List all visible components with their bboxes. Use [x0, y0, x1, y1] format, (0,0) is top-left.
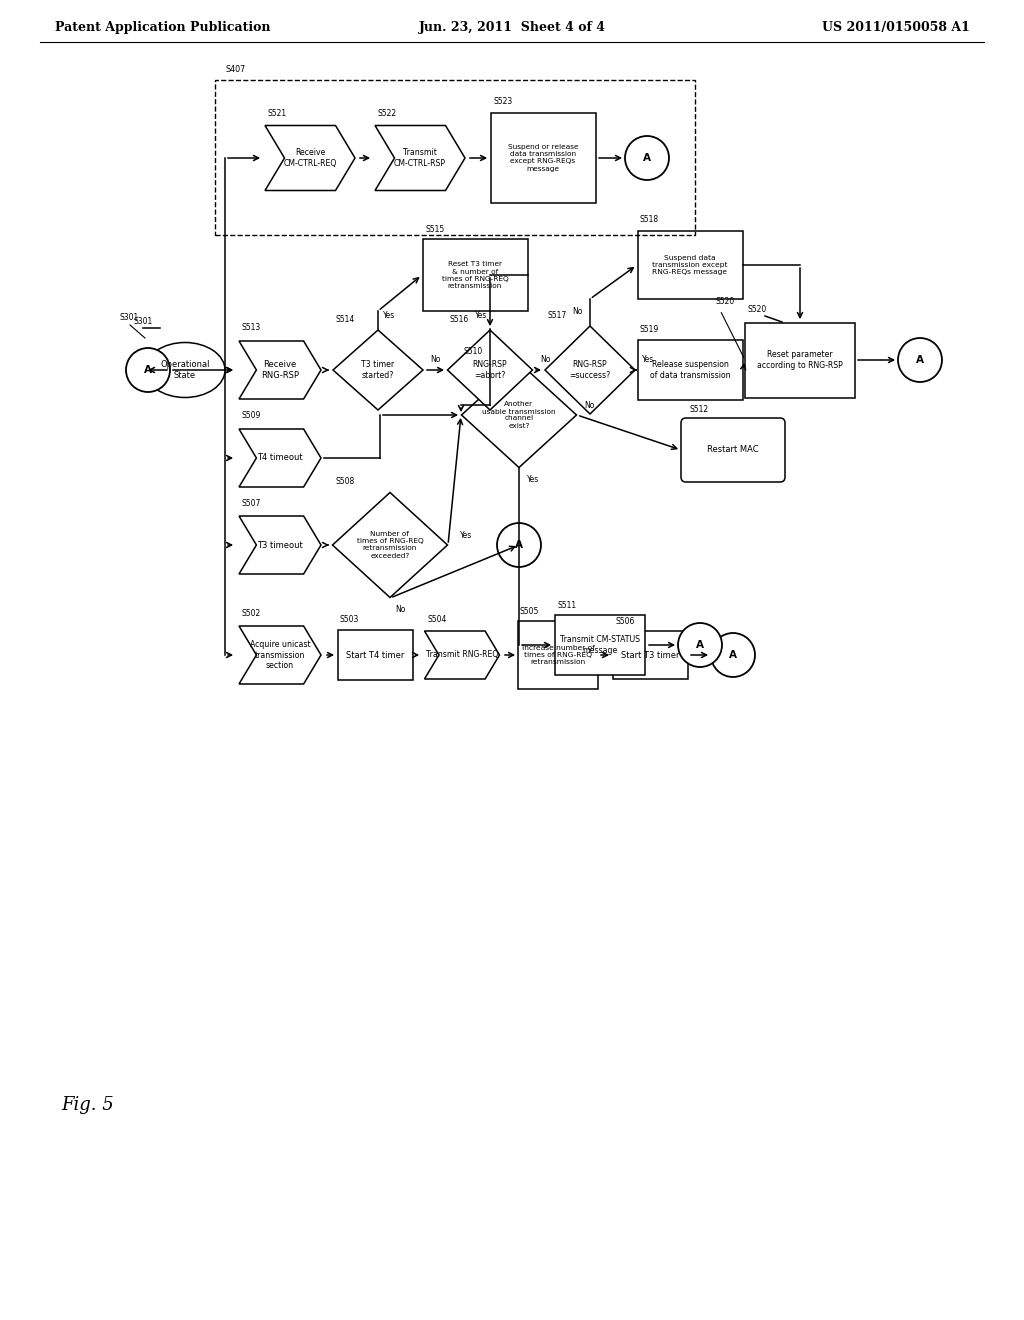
Text: Another
usable transmission
channel
exist?: Another usable transmission channel exis… [482, 401, 556, 429]
FancyBboxPatch shape [518, 620, 598, 689]
Polygon shape [545, 326, 635, 414]
Text: Start T4 timer: Start T4 timer [346, 651, 404, 660]
Text: Jun. 23, 2011  Sheet 4 of 4: Jun. 23, 2011 Sheet 4 of 4 [419, 21, 605, 33]
Text: No: No [430, 355, 440, 364]
FancyBboxPatch shape [745, 322, 855, 397]
Text: Transmit
CM-CTRL-RSP: Transmit CM-CTRL-RSP [394, 148, 446, 168]
Text: A: A [643, 153, 651, 162]
Text: S504: S504 [427, 615, 446, 624]
Circle shape [126, 348, 170, 392]
Text: No: No [395, 606, 406, 615]
Text: S522: S522 [378, 108, 397, 117]
Polygon shape [239, 341, 321, 399]
Circle shape [625, 136, 669, 180]
Polygon shape [239, 626, 321, 684]
Text: S519: S519 [640, 326, 659, 334]
Text: Yes: Yes [460, 531, 472, 540]
Text: Yes: Yes [475, 310, 487, 319]
Text: Receive
CM-CTRL-REQ: Receive CM-CTRL-REQ [284, 148, 337, 168]
Text: Operational
State: Operational State [160, 360, 210, 380]
Text: Release suspension
of data transmission: Release suspension of data transmission [649, 360, 730, 380]
Circle shape [678, 623, 722, 667]
Text: Restart MAC: Restart MAC [708, 446, 759, 454]
Polygon shape [447, 330, 532, 411]
FancyBboxPatch shape [555, 615, 645, 675]
Text: S509: S509 [242, 412, 261, 421]
Polygon shape [425, 631, 500, 678]
FancyBboxPatch shape [638, 341, 742, 400]
Text: Reset parameter
according to RNG-RSP: Reset parameter according to RNG-RSP [757, 350, 843, 370]
Text: A: A [916, 355, 924, 366]
Text: S520: S520 [715, 297, 734, 306]
Text: S512: S512 [690, 405, 710, 414]
Polygon shape [239, 429, 321, 487]
Text: S506: S506 [615, 616, 635, 626]
Ellipse shape [145, 342, 225, 397]
Polygon shape [462, 363, 577, 467]
Text: Start T3 timer: Start T3 timer [621, 651, 679, 660]
Polygon shape [375, 125, 465, 190]
Text: S507: S507 [242, 499, 261, 507]
Text: No: No [584, 400, 594, 409]
Text: Yes: Yes [642, 355, 654, 364]
Polygon shape [333, 492, 447, 598]
Polygon shape [265, 125, 355, 190]
Text: Increase number of
times of RNG-REQ
retransmission: Increase number of times of RNG-REQ retr… [521, 645, 595, 665]
Text: T3 timer
started?: T3 timer started? [361, 360, 394, 380]
Circle shape [898, 338, 942, 381]
Circle shape [711, 634, 755, 677]
Text: S517: S517 [548, 312, 567, 321]
Text: Acquire unicast
transmission
section: Acquire unicast transmission section [250, 640, 310, 671]
Text: S301: S301 [133, 318, 153, 326]
Text: Reset T3 timer
& number of
times of RNG-REQ
retransmission: Reset T3 timer & number of times of RNG-… [441, 261, 508, 289]
Text: S516: S516 [450, 315, 469, 325]
Circle shape [497, 523, 541, 568]
FancyBboxPatch shape [612, 631, 687, 678]
Text: Transmit RNG-REQ: Transmit RNG-REQ [426, 651, 499, 660]
FancyBboxPatch shape [490, 114, 596, 203]
Text: S510: S510 [464, 347, 483, 356]
Text: S515: S515 [425, 224, 444, 234]
Text: RNG-RSP
=abort?: RNG-RSP =abort? [473, 360, 507, 380]
Text: Suspend or release
data transmission
except RNG-REQs
message: Suspend or release data transmission exc… [508, 144, 579, 172]
Text: S503: S503 [340, 615, 359, 624]
Text: Number of
times of RNG-REQ
retransmission
exceeded?: Number of times of RNG-REQ retransmissio… [356, 532, 423, 558]
FancyBboxPatch shape [423, 239, 527, 312]
Text: S513: S513 [242, 323, 261, 333]
FancyBboxPatch shape [681, 418, 785, 482]
Text: A: A [729, 649, 737, 660]
Text: S520: S520 [746, 305, 766, 314]
Text: Fig. 5: Fig. 5 [61, 1096, 115, 1114]
Text: S523: S523 [493, 96, 512, 106]
Text: A: A [696, 640, 705, 649]
Text: A: A [515, 540, 523, 550]
Text: S511: S511 [557, 601, 577, 610]
Text: Transmit CM-STATUS
message: Transmit CM-STATUS message [560, 635, 640, 655]
Text: No: No [572, 308, 583, 317]
Polygon shape [333, 330, 423, 411]
Text: S505: S505 [520, 606, 540, 615]
Text: S521: S521 [268, 108, 287, 117]
Text: T4 timeout: T4 timeout [257, 454, 303, 462]
FancyBboxPatch shape [338, 630, 413, 680]
Text: No: No [540, 355, 550, 364]
Text: RNG-RSP
=success?: RNG-RSP =success? [569, 360, 610, 380]
Text: Patent Application Publication: Patent Application Publication [55, 21, 270, 33]
Text: S407: S407 [225, 66, 246, 74]
Text: S518: S518 [640, 215, 659, 224]
Polygon shape [239, 516, 321, 574]
Text: Suspend data
transmission except
RNG-REQs message: Suspend data transmission except RNG-REQ… [652, 255, 728, 275]
Text: Yes: Yes [383, 310, 395, 319]
Text: S502: S502 [242, 609, 261, 618]
Text: A: A [144, 366, 152, 375]
Text: Yes: Yes [527, 475, 540, 484]
Text: S301: S301 [120, 314, 139, 322]
Text: S514: S514 [336, 315, 355, 325]
Text: Receive
RNG-RSP: Receive RNG-RSP [261, 360, 299, 380]
Text: T3 timeout: T3 timeout [257, 540, 303, 549]
Text: US 2011/0150058 A1: US 2011/0150058 A1 [822, 21, 970, 33]
FancyBboxPatch shape [638, 231, 742, 300]
Text: S508: S508 [335, 478, 354, 487]
